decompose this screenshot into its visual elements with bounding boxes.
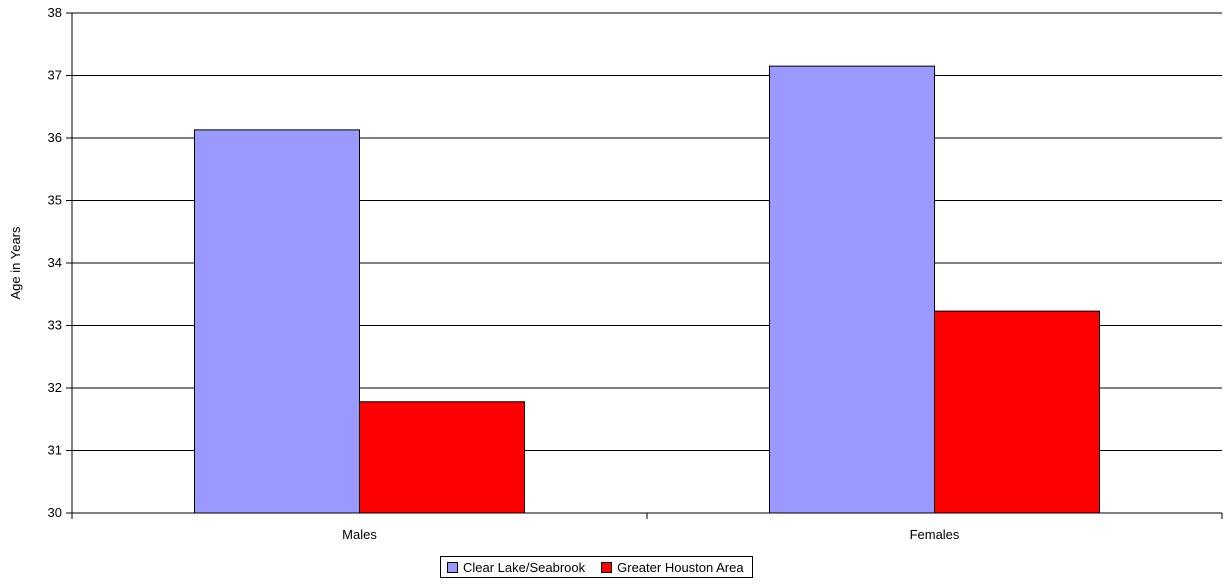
x-tick-label: Females (910, 527, 960, 542)
legend-label-series-2: Greater Houston Area (617, 559, 744, 575)
y-tick-label: 35 (48, 193, 62, 208)
bar-males-series-1 (194, 129, 360, 514)
axes (71, 13, 1223, 519)
y-tick-label: 36 (48, 130, 62, 145)
legend-item-series-1: Clear Lake/Seabrook (447, 560, 585, 575)
legend: Clear Lake/Seabrook Greater Houston Area (440, 556, 753, 578)
legend-swatch-series-2 (601, 561, 613, 573)
y-tick-label: 32 (48, 380, 62, 395)
legend-label-series-1: Clear Lake/Seabrook (463, 559, 586, 575)
y-tick-label: 37 (48, 68, 62, 83)
x-tick-label: Males (342, 527, 377, 542)
x-axis-tick-labels: Males Females (342, 527, 960, 542)
y-tick-label: 30 (48, 505, 62, 520)
y-tick-label: 31 (48, 443, 62, 458)
y-tick-label: 33 (48, 318, 62, 333)
y-axis-tick-labels: 30 31 32 33 34 35 36 37 38 (48, 5, 62, 520)
bar-females-series-2 (934, 310, 1100, 514)
bar-males-series-2 (359, 401, 525, 514)
y-tick-label: 34 (48, 255, 62, 270)
y-tick-label: 38 (48, 5, 62, 20)
bar-females-series-1 (769, 65, 935, 514)
bars (194, 65, 1100, 514)
y-axis-label: Age in Years (8, 226, 23, 300)
legend-swatch-series-1 (447, 561, 458, 573)
legend-item-series-2: Greater Houston Area (601, 559, 744, 575)
